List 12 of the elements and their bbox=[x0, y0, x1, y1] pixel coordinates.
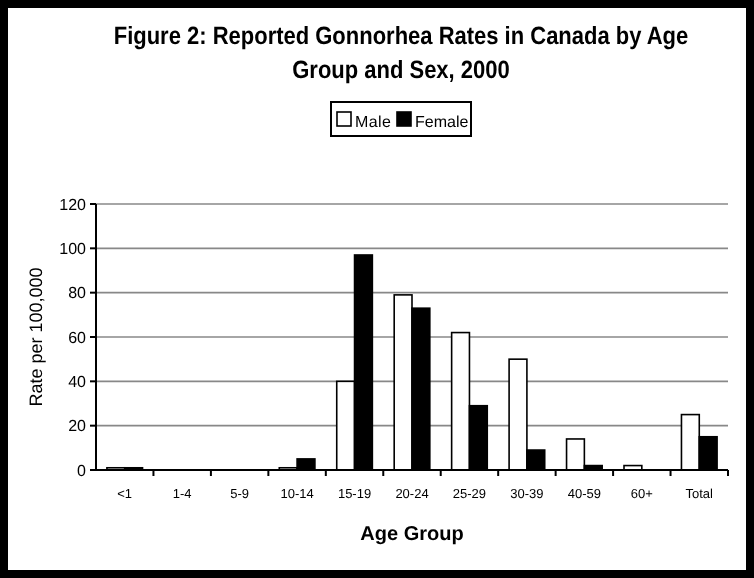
chart-title: Figure 2: Reported Gonnorhea Rates in Canada by Age Group and Sex, 2000 bbox=[113, 22, 690, 85]
y-tick-label: 80 bbox=[68, 284, 88, 303]
y-tick-label: 20 bbox=[68, 417, 88, 436]
legend-label: Male bbox=[355, 113, 393, 131]
legend-label: Female bbox=[415, 113, 470, 131]
y-tick-label: 120 bbox=[59, 195, 88, 214]
y-tick-label: 60 bbox=[68, 328, 88, 347]
y-tick-label: 0 bbox=[77, 461, 88, 480]
y-tick-label: 40 bbox=[68, 372, 88, 391]
y-axis-title: Rate per 100,000 bbox=[26, 267, 46, 407]
y-tick-label: 100 bbox=[59, 239, 88, 258]
x-axis-title: Age Group bbox=[360, 524, 464, 546]
